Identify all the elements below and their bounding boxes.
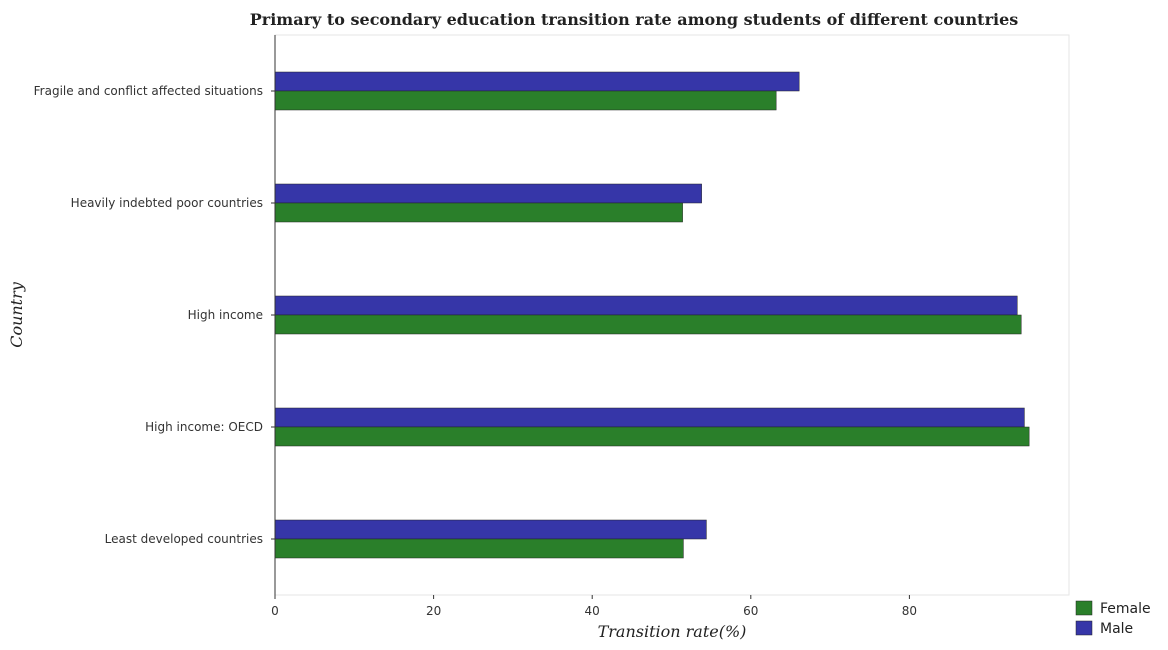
y-tick-label: Least developed countries [105,532,263,546]
legend-label-female: Female [1100,601,1151,617]
legend-swatch-female [1075,600,1093,616]
y-axis-title: Country [7,281,26,348]
x-tick-label: 60 [743,604,758,618]
x-axis-title: Transition rate(%) [598,622,747,641]
x-tick-label: 20 [426,604,441,618]
bar-male [274,183,702,204]
x-tick-label: 40 [585,604,600,618]
y-tick-label: Heavily indebted poor countries [71,196,263,210]
x-tick-label: 0 [271,604,279,618]
bar-male [274,407,1025,428]
bar-female [274,90,777,111]
bar-female [274,202,683,223]
legend-label-male: Male [1100,621,1133,637]
bar-male [274,295,1018,316]
bar-female [274,314,1022,335]
y-tick-label: High income: OECD [145,420,263,434]
x-axis: 0 20 40 60 80 [271,595,917,618]
legend: Female Male [1075,600,1151,637]
y-axis: Fragile and conflict affected situations… [34,84,275,546]
bar-male [274,519,707,540]
y-tick-label: High income [188,308,263,322]
bar-male [274,71,800,92]
bar-female [274,538,684,559]
bars-layer [274,71,1030,559]
legend-swatch-male [1075,620,1093,636]
chart-title: Primary to secondary education transitio… [250,10,1019,29]
bar-female [274,426,1030,447]
x-tick-label: 80 [902,604,917,618]
y-tick-label: Fragile and conflict affected situations [34,84,263,98]
